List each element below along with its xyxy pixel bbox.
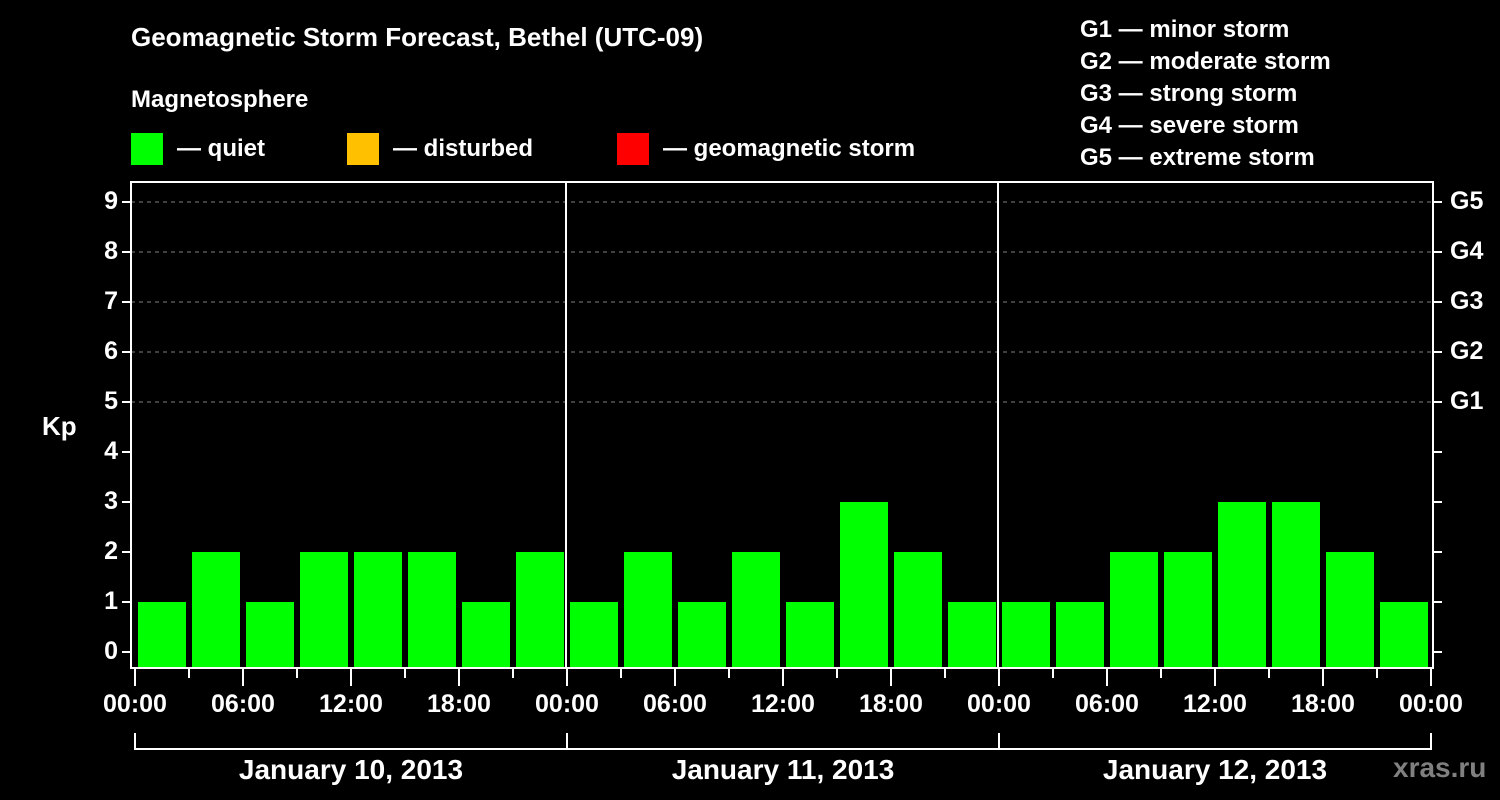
x-tick-label: 12:00 [319,690,383,718]
g-scale-item: G2 — moderate storm [1080,48,1331,75]
g-scale-item: G5 — extreme storm [1080,144,1315,171]
g-tick-label: G4 [1450,237,1484,265]
y-tick-label: 0 [104,637,118,665]
kp-bar [138,602,186,668]
x-tick-label: 00:00 [1399,690,1463,718]
kp-bar [246,602,294,668]
date-label: January 12, 2013 [1102,754,1328,785]
kp-bar [192,552,240,668]
kp-bar [1002,602,1050,668]
kp-bar [624,552,672,668]
g-tick-label: G5 [1450,187,1484,215]
x-tick-label: 00:00 [103,690,167,718]
quiet-swatch [131,133,163,165]
g-scale-legend: G1 — minor storm G2 — moderate storm G3 … [1080,14,1331,174]
kp-bar [840,502,888,668]
y-tick-label: 5 [104,387,118,415]
kp-bar [1218,502,1266,668]
legend-item-storm: — geomagnetic storm [617,133,915,165]
legend-label: — disturbed [393,135,534,162]
date-label: January 10, 2013 [238,754,464,785]
kp-bar [894,552,942,668]
kp-bar [462,602,510,668]
chart-title: Geomagnetic Storm Forecast, Bethel (UTC-… [131,22,704,52]
legend-item-quiet: — quiet [131,133,265,165]
kp-bar [678,602,726,668]
kp-bar [408,552,456,668]
x-tick-label: 18:00 [427,690,491,718]
x-tick-label: 00:00 [535,690,599,718]
x-tick-label: 12:00 [1183,690,1247,718]
g-scale-item: G1 — minor storm [1080,16,1290,43]
y-tick-label: 7 [104,287,118,315]
y-tick-label: 4 [104,437,118,465]
kp-bar [786,602,834,668]
y-tick-label: 3 [104,487,118,515]
legend-subtitle: Magnetosphere [131,86,309,113]
g-scale-item: G4 — severe storm [1080,112,1299,139]
kp-bar [1380,602,1428,668]
kp-bar [516,552,564,668]
kp-bar [1110,552,1158,668]
y-axis-label: Kp [42,411,77,441]
legend-item-disturbed: — disturbed [347,133,533,165]
y-tick-label: 8 [104,237,118,265]
kp-bar [1326,552,1374,668]
y-tick-label: 6 [104,337,118,365]
kp-bar [300,552,348,668]
g-tick-label: G3 [1450,287,1484,315]
x-tick-label: 06:00 [643,690,707,718]
y-tick-label: 1 [104,587,118,615]
kp-bar [570,602,618,668]
x-tick-label: 18:00 [859,690,923,718]
y-tick-label: 2 [104,537,118,565]
disturbed-swatch [347,133,379,165]
kp-bar [354,552,402,668]
kp-bar [732,552,780,668]
x-tick-label: 12:00 [751,690,815,718]
kp-bar [1272,502,1320,668]
kp-bar [1164,552,1212,668]
legend-label: — quiet [177,135,265,162]
watermark: xras.ru [1393,752,1487,783]
x-tick-label: 00:00 [967,690,1031,718]
x-tick-label: 06:00 [211,690,275,718]
g-tick-label: G2 [1450,337,1484,365]
kp-bar [948,602,996,668]
storm-swatch [617,133,649,165]
kp-bar [1056,602,1104,668]
y-tick-label: 9 [104,187,118,215]
date-label: January 11, 2013 [671,754,895,785]
legend-label: — geomagnetic storm [663,135,916,162]
x-tick-label: 06:00 [1075,690,1139,718]
g-scale-item: G3 — strong storm [1080,80,1298,107]
x-tick-label: 18:00 [1291,690,1355,718]
g-tick-label: G1 [1450,387,1484,415]
